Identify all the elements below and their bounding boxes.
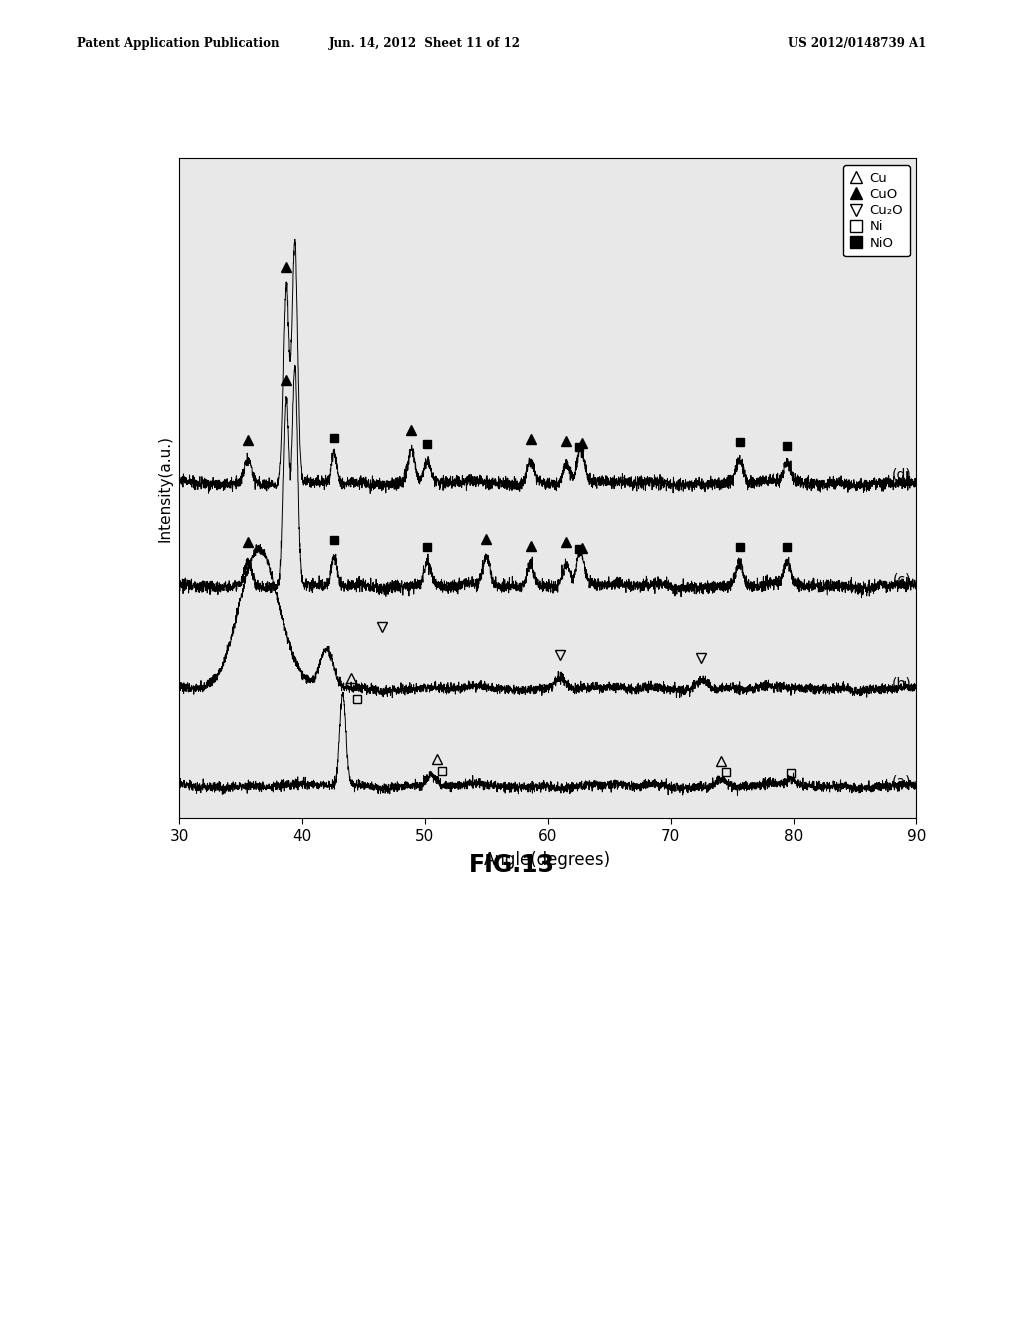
- Legend: Cu, CuO, Cu₂O, Ni, NiO: Cu, CuO, Cu₂O, Ni, NiO: [844, 165, 910, 256]
- Text: US 2012/0148739 A1: US 2012/0148739 A1: [788, 37, 927, 50]
- Text: (c): (c): [893, 573, 911, 586]
- Y-axis label: Intensity(a.u.): Intensity(a.u.): [158, 434, 172, 543]
- Text: (a): (a): [892, 775, 911, 788]
- Text: Patent Application Publication: Patent Application Publication: [77, 37, 280, 50]
- Text: FIG.13: FIG.13: [469, 853, 555, 876]
- Text: Jun. 14, 2012  Sheet 11 of 12: Jun. 14, 2012 Sheet 11 of 12: [329, 37, 521, 50]
- Text: (b): (b): [892, 676, 911, 690]
- X-axis label: Angle(degrees): Angle(degrees): [484, 851, 611, 869]
- Text: (d): (d): [892, 467, 911, 482]
